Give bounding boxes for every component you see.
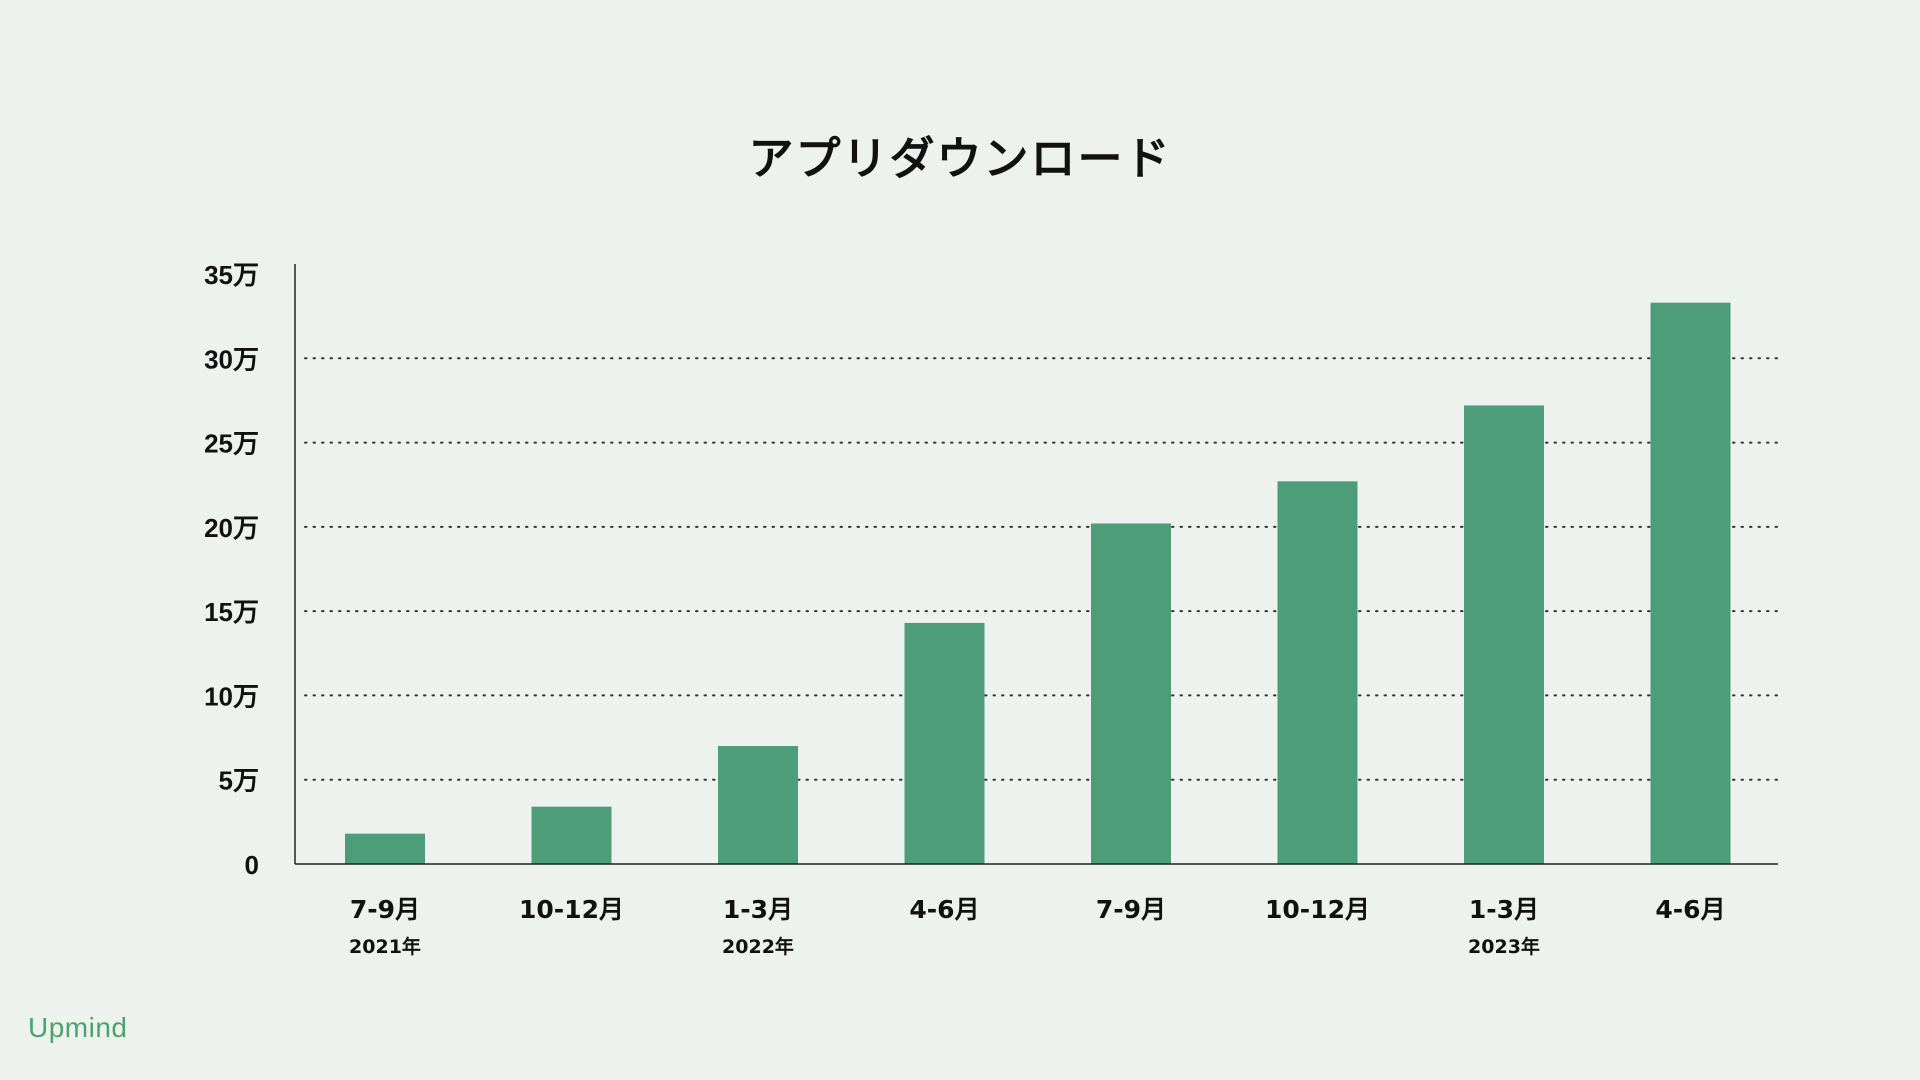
y-tick-label: 35万 <box>204 260 259 290</box>
bar <box>904 622 985 864</box>
bar <box>718 746 798 864</box>
bar <box>1091 523 1171 864</box>
y-tick-label: 10万 <box>204 681 259 711</box>
x-tick-labels: 7-9月 2021年 10-12月 1-3月 2022年 4-6月 7-9月 10-12月 1-… <box>349 895 1726 958</box>
bar <box>345 833 425 864</box>
x-tick-label: 10-12月 <box>519 895 624 924</box>
bar <box>1277 481 1358 864</box>
bar <box>1650 302 1731 865</box>
bars <box>345 302 1731 865</box>
x-year-label: 2021年 <box>349 935 421 958</box>
y-tick-label: 30万 <box>204 344 259 374</box>
axes <box>294 264 1778 865</box>
x-tick-label: 7-9月 <box>1096 895 1166 924</box>
gridlines <box>304 357 1779 781</box>
y-tick-labels: 0 5万 10万 15万 20万 25万 30万 35万 <box>204 260 259 880</box>
y-tick-label: 25万 <box>204 429 259 459</box>
x-tick-label: 1-3月 <box>723 895 793 924</box>
x-tick-label: 4-6月 <box>909 895 979 924</box>
x-tick-label: 7-9月 <box>350 895 420 924</box>
chart-title: アプリダウンロード <box>748 132 1172 185</box>
x-tick-label: 1-3月 <box>1469 895 1539 924</box>
y-tick-label: 0 <box>245 850 259 880</box>
x-year-label: 2022年 <box>722 935 794 958</box>
y-tick-label: 15万 <box>204 597 259 627</box>
brand-logo-text: Upmind <box>28 1012 128 1043</box>
y-tick-label: 5万 <box>219 766 259 796</box>
y-tick-label: 20万 <box>204 513 259 543</box>
x-tick-label: 10-12月 <box>1265 895 1370 924</box>
bar <box>531 806 612 864</box>
x-tick-label: 4-6月 <box>1655 895 1725 924</box>
bar <box>1464 405 1544 864</box>
x-year-label: 2023年 <box>1468 935 1540 958</box>
